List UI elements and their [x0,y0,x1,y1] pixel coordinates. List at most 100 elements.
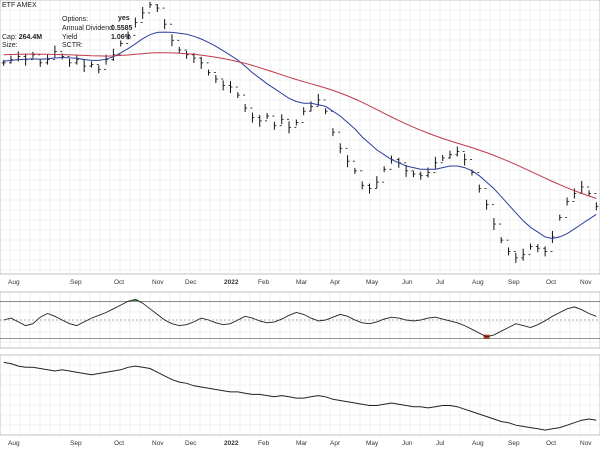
x-tick-label: Sep [70,440,82,447]
yield-label: Yield [62,34,78,41]
x-tick-label: Mar [296,279,308,286]
x-tick-label: Apr [330,440,341,447]
price-bar [594,193,599,211]
price-bar [477,172,482,193]
price-bar [279,114,284,127]
size-label: Size: [2,42,18,49]
x-tick-label: Aug [472,279,484,286]
price-bar [521,248,526,261]
price-bar [433,156,438,173]
price-bar [184,49,189,59]
x-tick-label: Oct [546,279,556,286]
price-bar [448,150,452,159]
price-bar [228,81,233,94]
x-tick-label: Nov [152,440,164,447]
x-axis-labels-top: Aug Sep Oct Nov Dec 2022 Feb Mar Apr May Jun Jul Aug… [8,279,592,286]
price-bar [257,114,262,127]
relative-strength-line [3,361,597,431]
price-bar [323,99,328,115]
price-bar [221,78,226,91]
cap-row: Cap: 264.4M [2,34,42,41]
price-bar [316,93,321,107]
x-tick-label: Dec [185,440,197,447]
x-tick-label: Oct [546,440,556,447]
price-bar [491,204,496,231]
price-bar [535,244,540,253]
options-label: Options: [62,16,89,23]
price-bar [45,54,50,65]
x-tick-label: Nov [152,279,164,286]
price-bar [338,131,343,154]
price-bar [148,1,152,14]
x-tick-label: May [366,279,379,286]
x-tick-label: Sep [508,279,520,286]
price-bar [155,4,160,13]
price-bar [301,107,306,123]
x-tick-label: Nov [580,440,592,447]
x-tick-label: May [366,440,379,447]
price-bar [199,56,204,69]
price-bar [367,183,372,194]
price-bar [404,162,409,177]
x-tick-label: Jun [402,279,413,286]
rsi-levels [0,301,600,339]
price-bar [287,118,292,134]
price-grid [0,0,600,274]
rsi-overbought-fill [132,299,139,302]
relative-strength-grid [0,355,600,435]
price-bar [543,246,548,257]
cap-label: Cap: [2,34,17,41]
long-moving-average-line [3,52,597,199]
x-tick-label: Nov [580,279,592,286]
price-bar [133,17,138,36]
x-tick-label: Mar [296,440,308,447]
price-bar [96,64,101,74]
x-tick-label: Jun [402,440,413,447]
dividend-label: Annual Dividend [62,25,113,32]
price-bar [550,230,555,252]
price-bar [265,113,270,122]
price-bar [250,107,255,123]
price-bar [506,239,511,256]
x-tick-label: Sep [508,440,520,447]
price-bar [8,55,13,64]
x-tick-label: Apr [330,279,341,286]
x-tick-label: Sep [70,279,82,286]
price-bar [74,54,79,65]
price-bar [382,166,387,183]
relative-strength-line-group [3,361,597,431]
cap-value: 264.4M [18,34,43,41]
yield-value: 1.06% [111,34,131,41]
price-bar [418,171,423,180]
short-moving-average-line [3,31,597,240]
price-bar [67,56,72,67]
price-bar [52,45,57,61]
price-bar [462,151,467,166]
rsi-line [3,299,597,338]
price-bar [440,154,445,164]
rsi-line-group [3,299,597,338]
x-tick-label: 2022 [224,440,239,447]
x-tick-label: Dec [185,279,197,286]
price-bar [565,197,570,218]
dividend-value: 0.5585 [111,25,133,32]
price-bar [484,188,489,210]
price-bar [111,48,116,61]
price-bar [360,170,365,190]
price-bar [206,62,211,76]
price-bar [572,188,577,202]
price-bar [374,176,379,189]
price-bar [294,119,299,128]
x-tick-label: Jul [436,279,445,286]
x-tick-label: Aug [8,440,20,447]
price-bar [499,223,504,244]
x-tick-label: Oct [114,440,124,447]
price-bar [235,86,240,99]
price-bar [587,186,592,197]
x-tick-label: Jul [436,440,445,447]
x-axis-labels-bottom: Aug Sep Oct Nov Dec 2022 Feb Mar Apr May Jun Jul Aug… [8,440,592,447]
sctr-label: SCTR: [62,42,83,49]
price-moving-averages [3,31,597,240]
price-bar [528,243,533,256]
